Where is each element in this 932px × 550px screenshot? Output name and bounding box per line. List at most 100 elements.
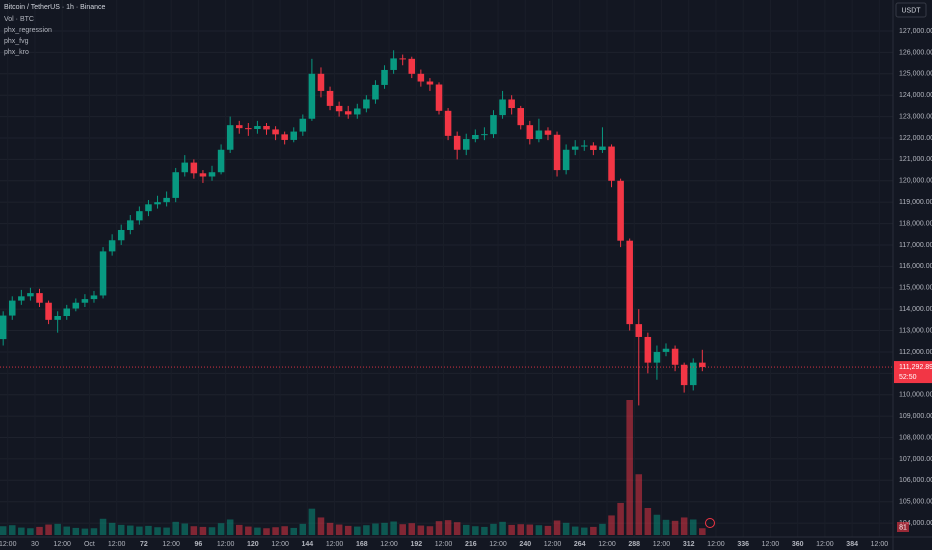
currency-button[interactable]	[895, 2, 927, 18]
volume-bar	[390, 521, 397, 535]
volume-bar	[99, 518, 107, 535]
candle-body	[553, 134, 561, 171]
candle-body	[490, 115, 497, 135]
candle-body	[154, 202, 161, 205]
candle-body	[254, 126, 261, 130]
candle-body	[635, 324, 643, 337]
volume-bar	[635, 474, 643, 535]
x-tick-label: 384	[846, 541, 858, 548]
x-tick-label: 12:00	[816, 541, 834, 548]
x-tick-label: 288	[628, 541, 640, 548]
y-tick-label: 113,000.00	[899, 327, 932, 334]
volume-bar	[154, 527, 161, 535]
candle-body	[90, 295, 98, 300]
candle-body	[617, 180, 624, 241]
candle-body	[626, 240, 633, 325]
volume-bar	[208, 527, 216, 535]
y-tick-label: 112,000.00	[899, 349, 932, 356]
candle-body	[18, 296, 25, 301]
candle-body	[689, 362, 697, 386]
candle-body	[653, 351, 661, 363]
candle-body	[0, 315, 7, 340]
axes: 104,000.00 105,000.00 106,000.00 107,000.00…	[0, 28, 932, 548]
candle-body	[117, 229, 125, 241]
candle-body	[526, 125, 534, 140]
volume-bar	[0, 526, 7, 535]
candle-body	[453, 135, 461, 150]
volume-bar	[136, 526, 143, 535]
candle-body	[381, 69, 388, 85]
candle-body	[699, 362, 706, 368]
candle-body	[136, 211, 143, 221]
volume-bar	[344, 525, 352, 535]
candle-body	[317, 73, 325, 91]
candle-body	[36, 293, 43, 303]
event-icon[interactable]	[705, 518, 715, 528]
volume-bar	[508, 524, 515, 535]
y-tick-label: 119,000.00	[899, 199, 932, 206]
candle-body	[299, 118, 307, 132]
y-tick-label: 126,000.00	[899, 49, 932, 56]
volume-bar	[263, 528, 270, 535]
volume-pane	[0, 400, 706, 535]
volume-bar	[644, 508, 652, 535]
candle-body	[208, 172, 216, 177]
x-tick-label: 192	[410, 541, 422, 548]
grid	[0, 30, 893, 524]
volume-bar	[590, 526, 597, 535]
candle-body	[671, 348, 679, 365]
candle-body	[245, 128, 252, 130]
volume-bar	[290, 527, 298, 535]
y-tick-label: 122,000.00	[899, 135, 932, 142]
x-tick-label: 96	[194, 541, 202, 548]
last-volume-box	[897, 522, 909, 532]
candle-body	[599, 146, 606, 150]
candle-body	[354, 108, 361, 115]
x-tick-label: 12:00	[271, 541, 289, 548]
volume-bar	[689, 519, 697, 535]
candle-body	[45, 302, 52, 320]
candle-body	[27, 293, 34, 297]
x-tick-label: 216	[465, 541, 477, 548]
indicator: phx_fvg	[4, 38, 29, 45]
candle-body	[499, 99, 506, 116]
candle-body	[272, 129, 279, 135]
last-price-label: 111,292.89	[899, 364, 932, 371]
candle-body	[308, 73, 316, 119]
x-tick-label: 168	[356, 541, 368, 548]
candle-body	[199, 173, 207, 177]
y-tick-label: 123,000.00	[899, 113, 932, 120]
volume-bar	[435, 521, 443, 535]
symbol-title: Bitcoin / TetherUS · 1h · Binance	[4, 4, 106, 11]
x-tick-label: 12:00	[217, 541, 235, 548]
x-tick-label: 12:00	[707, 541, 725, 548]
y-tick-label: 114,000.00	[899, 306, 932, 313]
y-tick-label: 108,000.00	[899, 434, 932, 441]
x-tick-label: 12:00	[108, 541, 126, 548]
volume-bar	[226, 519, 234, 535]
volume-bar	[45, 524, 52, 535]
candle-body	[435, 84, 443, 111]
candle-body	[145, 204, 152, 212]
x-tick-label: 12:00	[653, 541, 671, 548]
candle-body	[290, 131, 298, 140]
volume-bar	[526, 524, 534, 535]
volume-bar	[163, 527, 170, 535]
y-tick-label: 127,000.00	[899, 28, 932, 35]
volume-bar	[553, 520, 561, 535]
candle-body	[535, 130, 543, 140]
volume-bar	[444, 520, 452, 535]
volume-bar	[699, 528, 706, 535]
volume-bar	[671, 520, 679, 535]
volume-bar	[199, 526, 207, 535]
volume-bar	[417, 525, 425, 535]
y-tick-label: 104,000.00	[899, 520, 932, 527]
candle-body	[344, 111, 352, 115]
indicator: phx_regression	[4, 27, 52, 34]
x-tick-label: 240	[519, 541, 531, 548]
currency-label[interactable]: USDT	[901, 7, 921, 14]
volume-bar	[562, 522, 570, 535]
indicator: Vol · BTC	[4, 16, 34, 23]
candle-body	[72, 302, 80, 309]
